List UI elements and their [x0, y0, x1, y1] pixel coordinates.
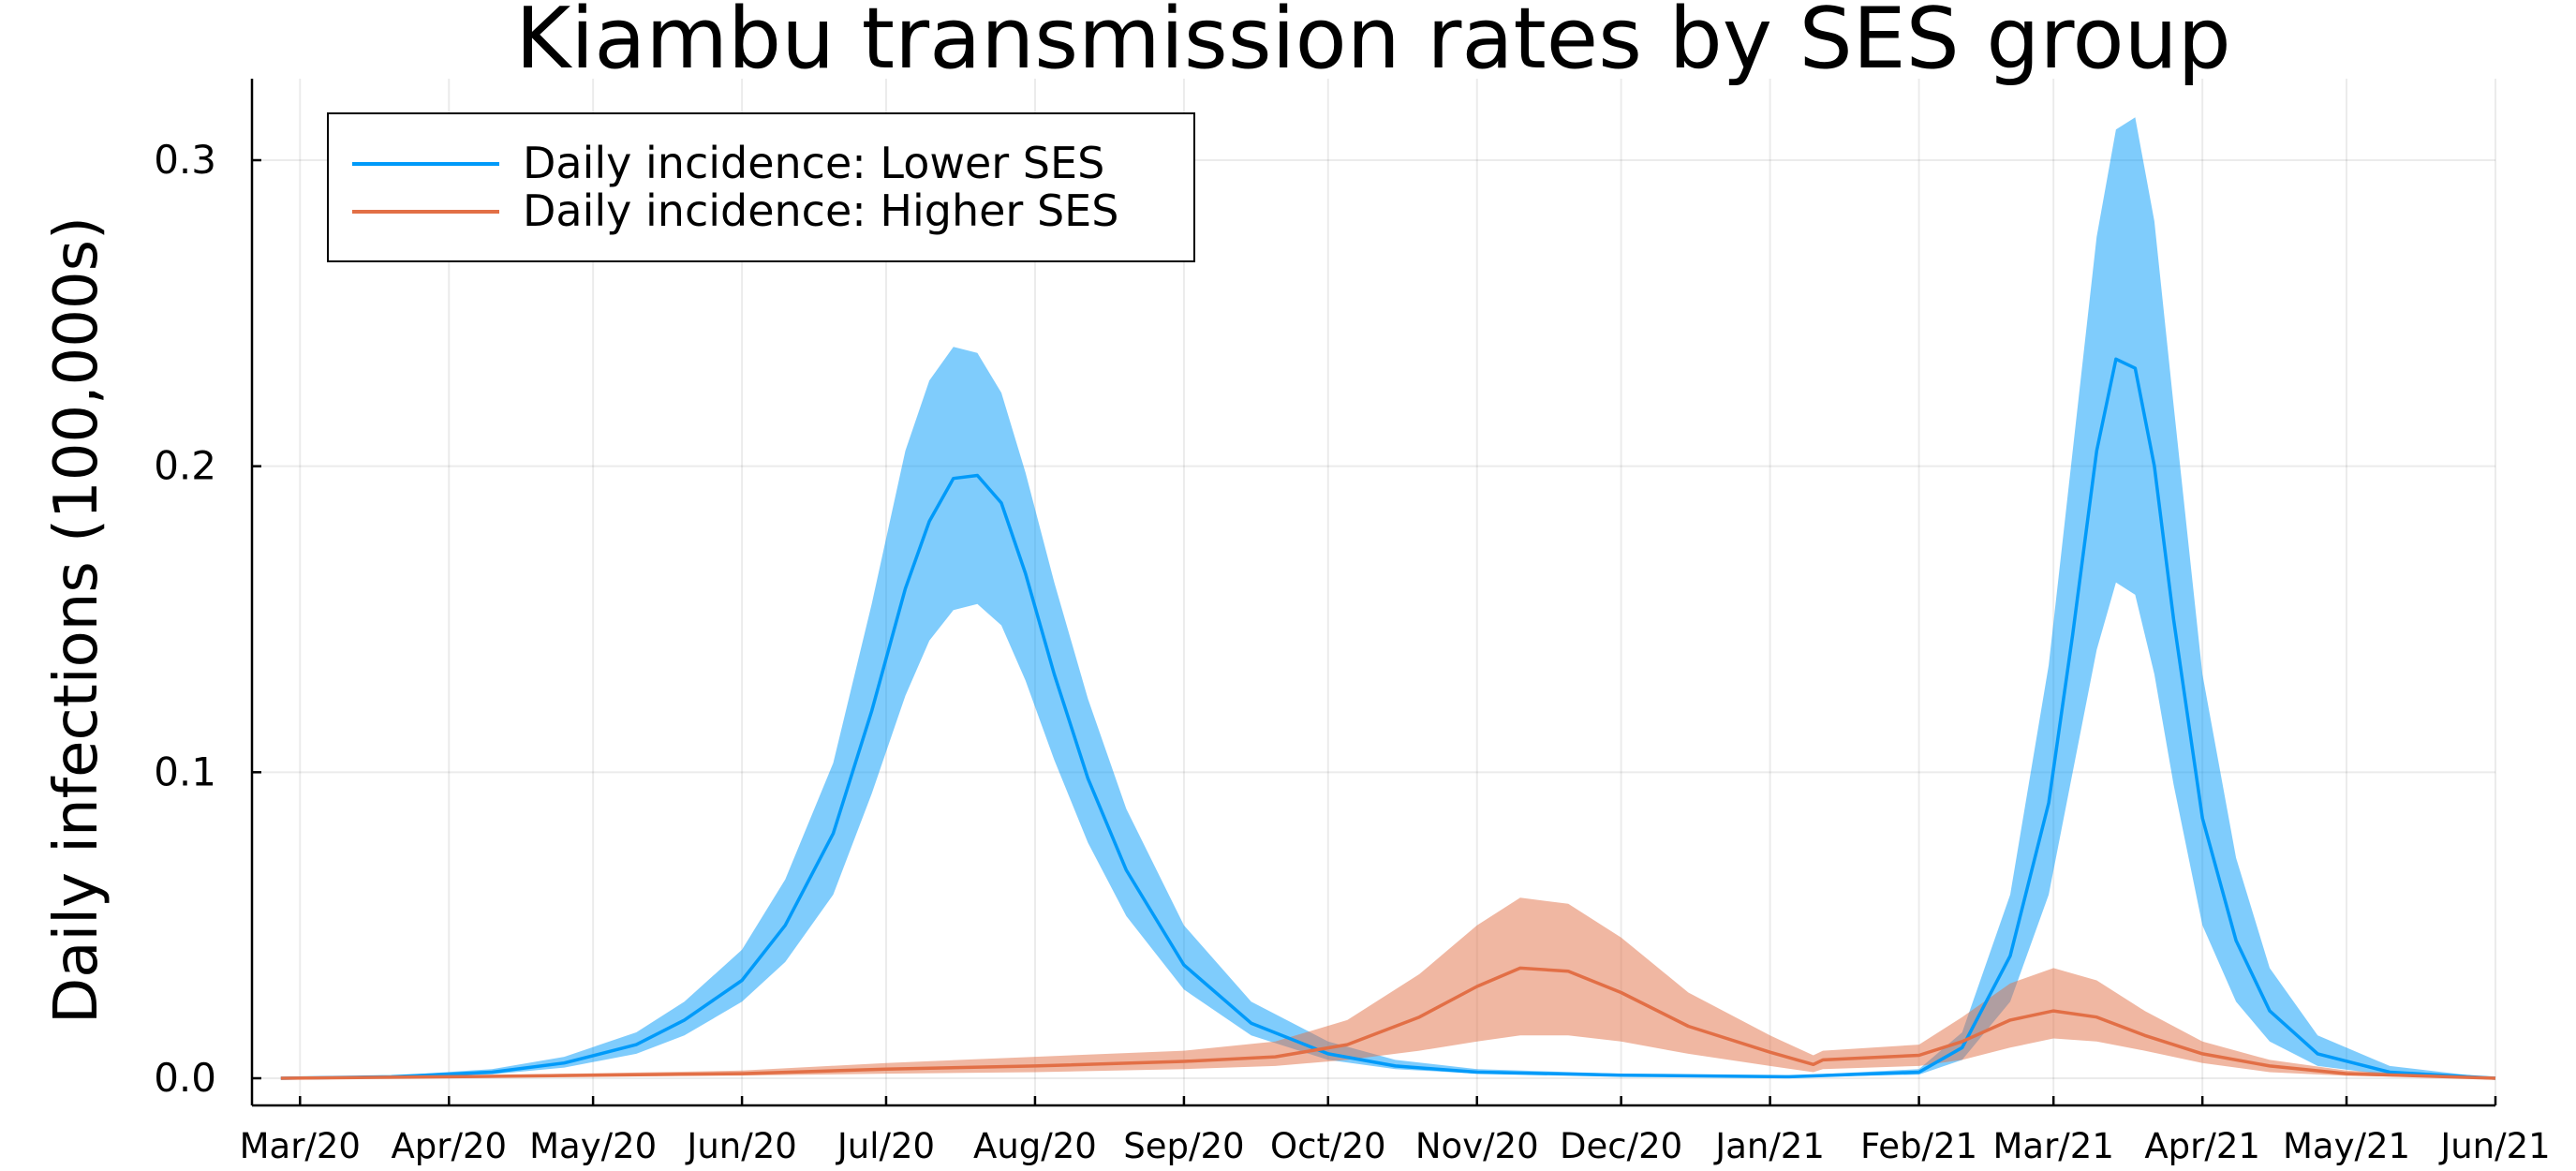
y-tick-label: 0.1 [154, 749, 216, 794]
x-tick-label: Apr/20 [391, 1126, 507, 1166]
x-tick-label: Aug/20 [973, 1126, 1097, 1166]
x-tick-label: Mar/21 [1993, 1126, 2114, 1166]
x-tick-label: Nov/20 [1415, 1126, 1539, 1166]
legend-label-lower-ses: Daily incidence: Lower SES [523, 138, 1104, 188]
y-tick-label: 0.2 [154, 443, 216, 489]
x-tick-label: Jul/20 [836, 1126, 935, 1166]
x-tick-label: Apr/21 [2144, 1126, 2260, 1166]
x-tick-label: Jun/21 [2438, 1126, 2550, 1166]
band-daily-incidence-higher-ses [280, 897, 2495, 1078]
x-tick-label: Jan/21 [1713, 1126, 1825, 1166]
legend-box [327, 112, 1195, 262]
x-tick-label: Mar/20 [240, 1126, 361, 1166]
legend-label-higher-ses: Daily incidence: Higher SES [523, 185, 1118, 236]
x-tick-label: Dec/20 [1560, 1126, 1682, 1166]
y-tick-label: 0.3 [154, 137, 216, 183]
series-lines [280, 357, 2496, 1080]
confidence-bands [280, 117, 2495, 1078]
x-tick-label: Oct/20 [1270, 1126, 1386, 1166]
x-tick-label: Sep/20 [1123, 1126, 1244, 1166]
y-axis-label: Daily infections (100,000s) [42, 216, 111, 1024]
legend: Daily incidence: Lower SES Daily inciden… [327, 112, 1195, 262]
x-tick-label: May/21 [2283, 1126, 2410, 1166]
x-tick-label: May/20 [529, 1126, 657, 1166]
y-axis-ticks: 0.0 0.1 0.2 0.3 [154, 137, 261, 1101]
x-tick-label: Jun/20 [685, 1126, 796, 1166]
band-daily-incidence-lower-ses [280, 117, 2495, 1078]
x-axis-ticks: Mar/20 Apr/20 May/20 Jun/20 Jul/20 Aug/20 Sep/… [240, 1096, 2551, 1166]
x-tick-label: Feb/21 [1860, 1126, 1977, 1166]
line-daily-incidence-lower-ses [280, 357, 2496, 1080]
y-tick-label: 0.0 [154, 1055, 216, 1101]
line-daily-incidence-higher-ses [280, 966, 2496, 1080]
axes [250, 79, 2495, 1107]
chart-title: Kiambu transmission rates by SES group [515, 0, 2231, 88]
